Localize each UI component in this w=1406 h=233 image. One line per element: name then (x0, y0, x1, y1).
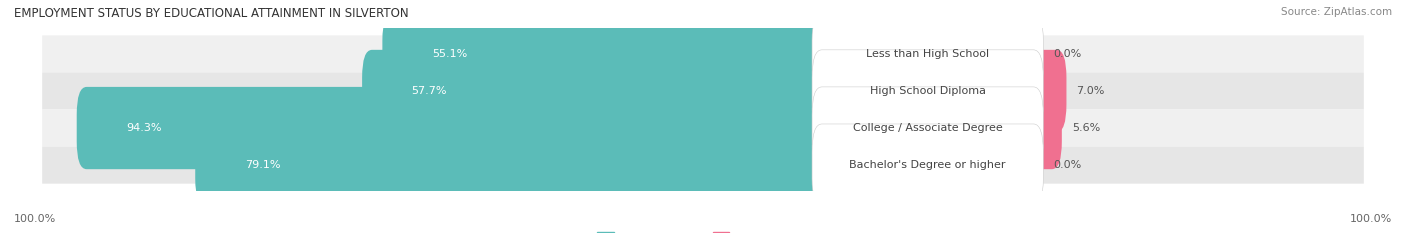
FancyBboxPatch shape (1024, 50, 1067, 132)
Text: 55.1%: 55.1% (432, 49, 467, 59)
Text: 7.0%: 7.0% (1077, 86, 1105, 96)
Text: 0.0%: 0.0% (1053, 160, 1081, 170)
Text: EMPLOYMENT STATUS BY EDUCATIONAL ATTAINMENT IN SILVERTON: EMPLOYMENT STATUS BY EDUCATIONAL ATTAINM… (14, 7, 409, 20)
Text: College / Associate Degree: College / Associate Degree (853, 123, 1002, 133)
FancyBboxPatch shape (42, 110, 1364, 147)
FancyBboxPatch shape (813, 50, 1043, 132)
FancyBboxPatch shape (382, 13, 832, 95)
FancyBboxPatch shape (813, 87, 1043, 169)
FancyBboxPatch shape (42, 35, 1364, 72)
Text: 100.0%: 100.0% (1350, 214, 1392, 224)
FancyBboxPatch shape (195, 124, 832, 206)
Text: High School Diploma: High School Diploma (870, 86, 986, 96)
Text: Source: ZipAtlas.com: Source: ZipAtlas.com (1281, 7, 1392, 17)
FancyBboxPatch shape (77, 87, 832, 169)
FancyBboxPatch shape (1024, 87, 1062, 169)
Text: 94.3%: 94.3% (127, 123, 162, 133)
FancyBboxPatch shape (42, 147, 1364, 184)
Legend: In Labor Force, Unemployed: In Labor Force, Unemployed (598, 232, 808, 233)
FancyBboxPatch shape (42, 72, 1364, 110)
Text: 0.0%: 0.0% (1053, 49, 1081, 59)
Text: Less than High School: Less than High School (866, 49, 990, 59)
Text: 79.1%: 79.1% (245, 160, 280, 170)
Text: 57.7%: 57.7% (412, 86, 447, 96)
Text: Bachelor's Degree or higher: Bachelor's Degree or higher (849, 160, 1005, 170)
Text: 100.0%: 100.0% (14, 214, 56, 224)
Text: 5.6%: 5.6% (1071, 123, 1099, 133)
FancyBboxPatch shape (813, 124, 1043, 206)
FancyBboxPatch shape (813, 13, 1043, 95)
FancyBboxPatch shape (363, 50, 832, 132)
